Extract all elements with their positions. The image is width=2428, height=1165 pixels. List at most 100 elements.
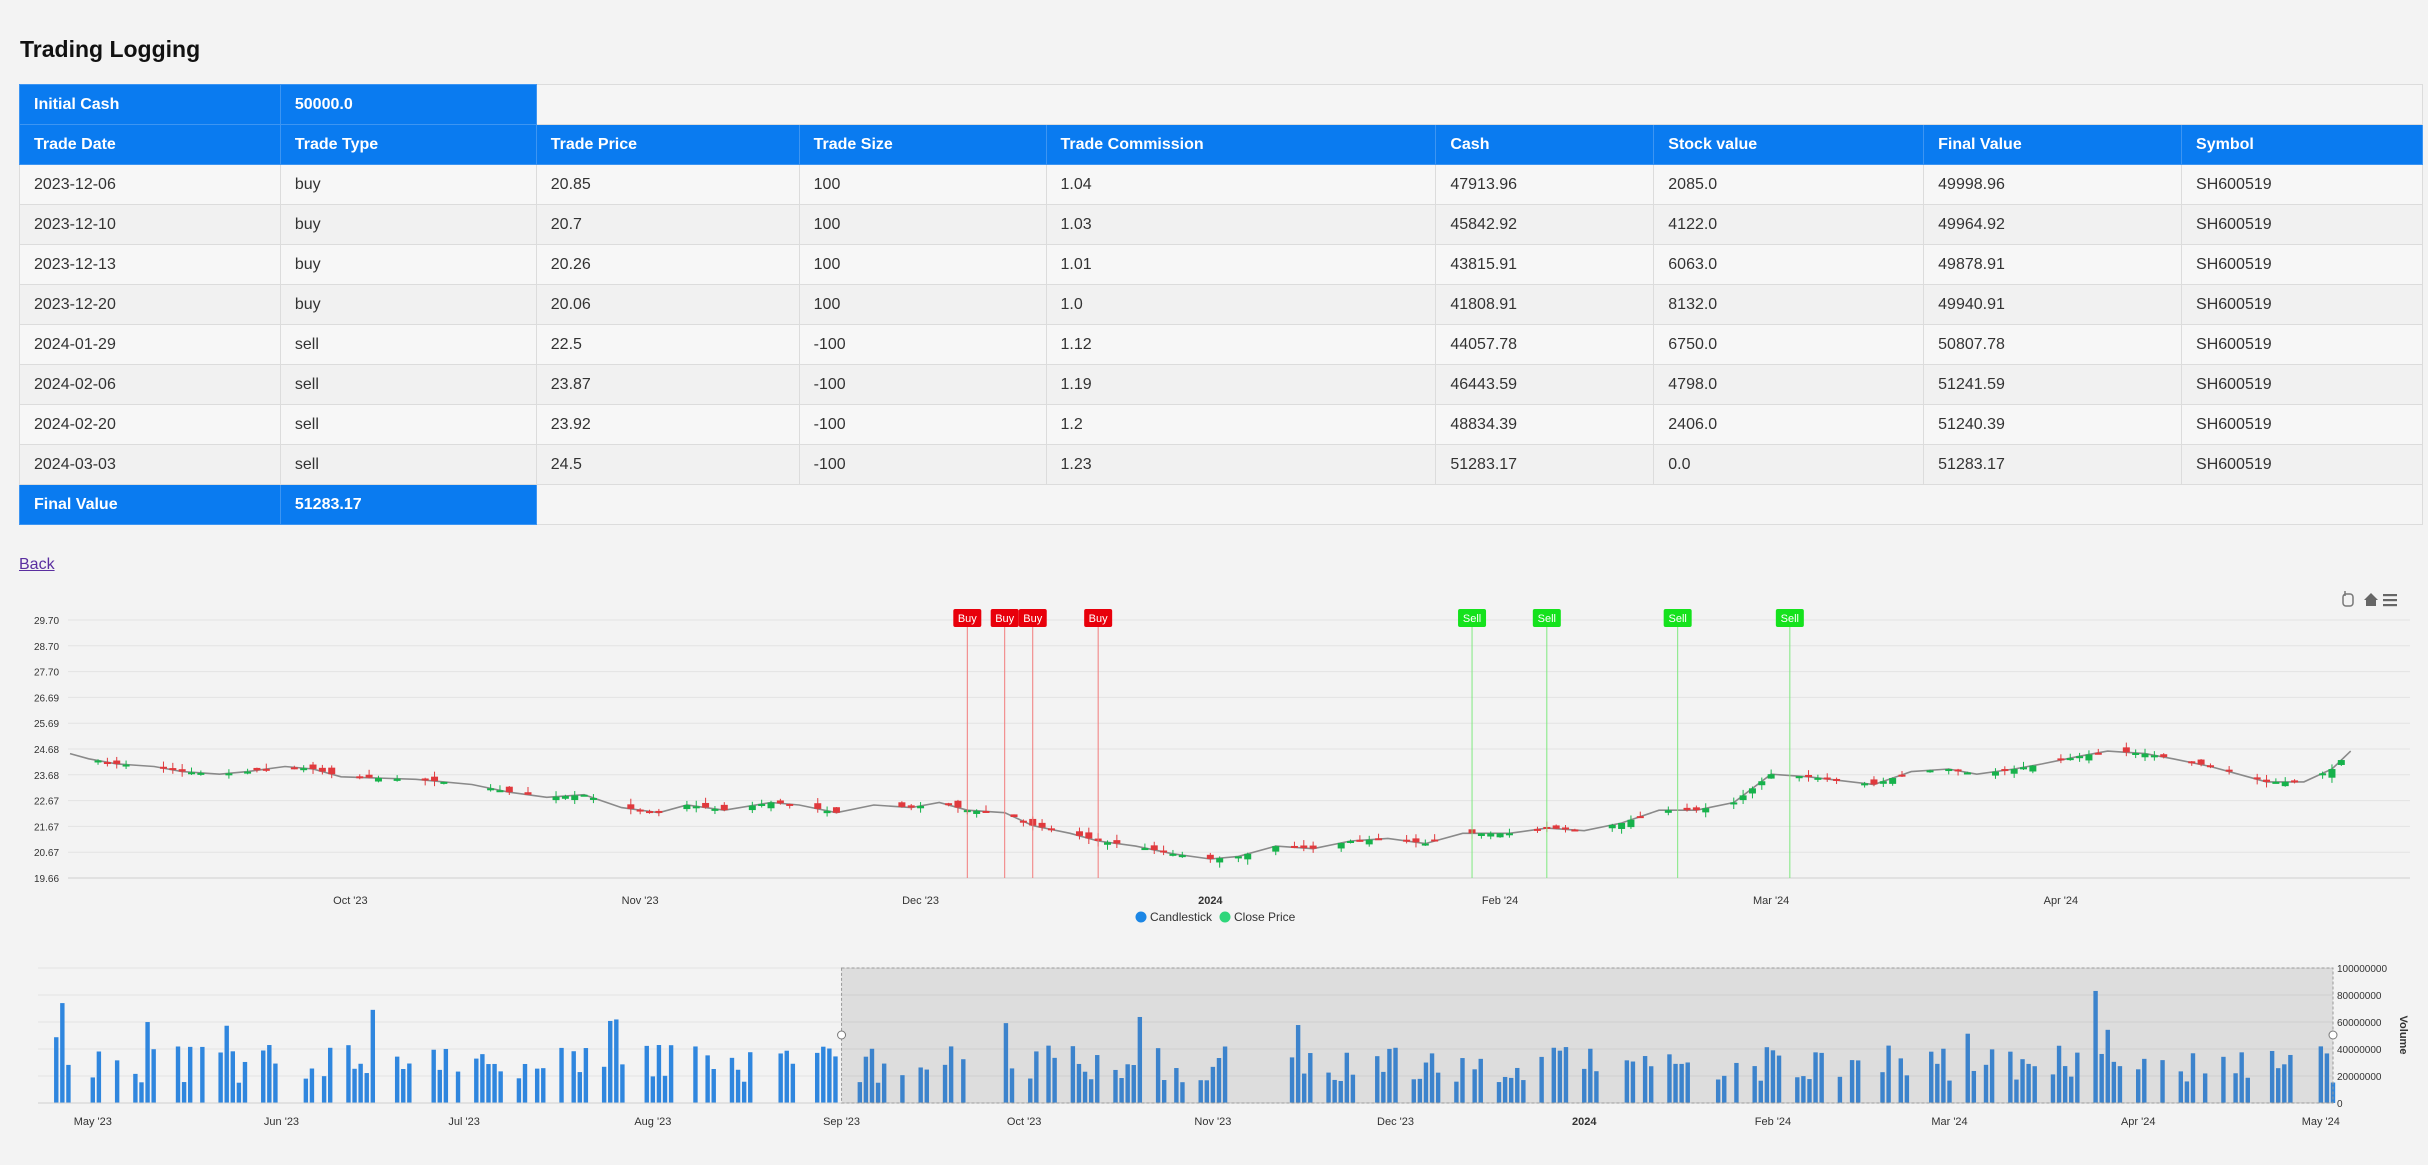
volume-bar — [1983, 1064, 1989, 1103]
candlestick — [1421, 839, 1429, 846]
volume-bar — [401, 1069, 406, 1103]
buy-signal[interactable]: Buy — [1018, 609, 1047, 878]
final-value-row: Final Value 51283.17 — [19, 484, 2424, 525]
buy-signal[interactable]: Buy — [953, 609, 982, 878]
table-cell: 20.06 — [535, 284, 800, 325]
volume-bar — [2178, 1071, 2184, 1103]
menu-icon[interactable] — [2383, 594, 2397, 607]
x-tick-label: Feb '24 — [1755, 1116, 1791, 1128]
volume-bar — [601, 1066, 607, 1103]
candle-body — [692, 806, 700, 809]
candle-body — [1169, 853, 1177, 856]
volume-bar — [2269, 1050, 2275, 1103]
candle-body — [1300, 845, 1308, 849]
volume-bar — [2282, 1064, 2287, 1103]
volume-bar — [778, 1053, 783, 1103]
candlestick — [973, 809, 981, 818]
candle-body — [823, 810, 831, 814]
volume-bar — [2026, 1063, 2031, 1103]
volume-bar — [644, 1045, 649, 1103]
volume-bar — [1076, 1063, 1082, 1103]
volume-bar — [2288, 1054, 2293, 1103]
candlestick — [1085, 827, 1093, 845]
back-link[interactable]: Back — [19, 556, 55, 573]
buy-signal[interactable]: Buy — [990, 609, 1019, 878]
legend-label: Candlestick — [1150, 910, 1213, 924]
candlestick — [300, 765, 308, 773]
candlestick — [1038, 819, 1046, 831]
volume-bar — [328, 1047, 333, 1103]
candle-body — [1477, 833, 1485, 837]
candlestick — [159, 761, 167, 773]
volume-bar — [1813, 1052, 1818, 1103]
legend-marker — [1219, 911, 1231, 923]
candle-body — [1692, 807, 1700, 811]
volume-bar — [1131, 1065, 1136, 1103]
x-tick-label: Mar '24 — [1753, 895, 1789, 907]
volume-bar — [431, 1049, 436, 1103]
volume-bar — [900, 1075, 905, 1103]
candle-body — [1290, 845, 1298, 848]
candlestick — [1403, 835, 1411, 844]
table-cell: sell — [279, 404, 537, 445]
candle-body — [524, 792, 532, 795]
candle-body — [898, 802, 906, 807]
range-handle-left[interactable] — [837, 1030, 847, 1040]
range-handle-right[interactable] — [2328, 1030, 2338, 1040]
table-row: 2024-01-29 sell 22.5 -100 1.12 44057.78 6750.0… — [19, 324, 2423, 365]
y-tick-label: 27.70 — [34, 668, 59, 679]
sell-signal[interactable]: Sell — [1663, 609, 1692, 878]
table-cell: 47913.96 — [1435, 164, 1655, 205]
candle-body — [365, 774, 373, 778]
candlestick — [1758, 777, 1766, 790]
candlestick — [1113, 834, 1121, 849]
candle-body — [1608, 824, 1616, 829]
legend-item-candlestick[interactable]: Candlestick — [1135, 910, 1214, 924]
candle-body — [2337, 760, 2345, 765]
buy-signal[interactable]: Buy — [1084, 609, 1113, 878]
volume-bar — [614, 1019, 619, 1103]
sell-signal[interactable]: Sell — [1458, 609, 1487, 878]
volume-bar — [863, 1056, 869, 1103]
volume-bar — [1508, 1077, 1514, 1103]
column-header: Final Value — [1923, 124, 2183, 165]
candle-body — [1412, 838, 1420, 843]
volume-bar — [1515, 1067, 1520, 1103]
candlestick-chart[interactable]: 29.70 28.70 27.70 26.69 25.69 24.68 23.68 22.67… — [0, 590, 2428, 930]
signal-label: Buy — [1023, 613, 1042, 625]
sell-signal[interactable]: Sell — [1532, 609, 1561, 878]
candle-body — [1010, 814, 1018, 818]
volume-bar — [1210, 1066, 1216, 1103]
candlestick — [1683, 803, 1691, 812]
candle-body — [1702, 808, 1710, 813]
candle-body — [113, 760, 121, 764]
volume-bar — [480, 1054, 485, 1103]
range-selector[interactable] — [841, 967, 2334, 1104]
y-tick-label: 26.69 — [34, 693, 59, 704]
sell-signal[interactable]: Sell — [1775, 609, 1804, 878]
volume-bar — [1521, 1080, 1526, 1103]
legend-item-close-price[interactable]: Close Price — [1219, 910, 1296, 924]
candle-body — [1758, 781, 1766, 786]
table-cell: 1.23 — [1045, 444, 1437, 485]
candlestick — [1608, 823, 1616, 832]
signal-flag — [1775, 609, 1804, 627]
table-cell: 49878.91 — [1923, 244, 2183, 285]
candle-body — [2188, 761, 2196, 764]
candlestick — [103, 757, 111, 767]
candlestick — [318, 764, 326, 775]
candlestick — [1889, 777, 1897, 786]
candlestick — [2328, 764, 2336, 783]
candle-body — [1038, 822, 1046, 828]
volume-chart[interactable]: 100000000 80000000 60000000 40000000 2000000… — [0, 955, 2428, 1155]
candlestick — [1823, 773, 1831, 782]
volume-bar — [358, 1063, 363, 1103]
pan-hand-icon[interactable] — [2342, 591, 2354, 607]
home-icon[interactable] — [2364, 593, 2378, 606]
volume-bar — [242, 1061, 248, 1103]
volume-bar — [1350, 1074, 1356, 1103]
candle-body — [2272, 781, 2280, 784]
signal-label: Sell — [1669, 613, 1687, 625]
volume-bar — [437, 1069, 442, 1103]
candlestick — [720, 802, 728, 812]
